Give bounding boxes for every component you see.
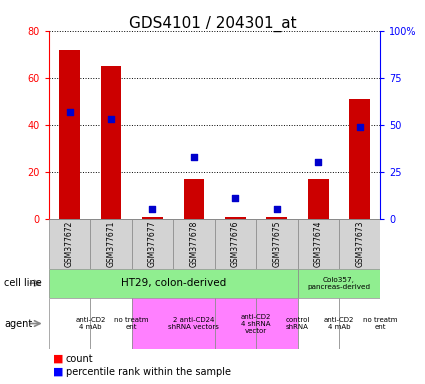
- Text: GSM377678: GSM377678: [190, 221, 198, 267]
- Bar: [339, 298, 380, 349]
- Bar: [49, 219, 90, 269]
- Text: GDS4101 / 204301_at: GDS4101 / 204301_at: [129, 15, 296, 31]
- Bar: [215, 219, 256, 269]
- Bar: [215, 298, 256, 349]
- Bar: [298, 219, 339, 269]
- Text: HT29, colon-derived: HT29, colon-derived: [121, 278, 226, 288]
- Text: GSM377673: GSM377673: [355, 220, 364, 267]
- Text: ■: ■: [53, 354, 64, 364]
- Text: no treatm
ent: no treatm ent: [114, 317, 149, 330]
- Bar: [266, 217, 287, 219]
- Bar: [308, 179, 329, 219]
- Bar: [184, 179, 204, 219]
- Bar: [256, 219, 298, 269]
- Bar: [349, 99, 370, 219]
- Text: anti-CD2
4 mAb: anti-CD2 4 mAb: [75, 317, 105, 330]
- Text: GSM377677: GSM377677: [148, 220, 157, 267]
- Bar: [49, 269, 298, 298]
- Text: Colo357,
pancreas-derived: Colo357, pancreas-derived: [307, 277, 371, 290]
- Bar: [142, 217, 163, 219]
- Text: count: count: [66, 354, 94, 364]
- Bar: [101, 66, 122, 219]
- Bar: [339, 219, 380, 269]
- Text: cell line: cell line: [4, 278, 42, 288]
- Text: GSM377672: GSM377672: [65, 221, 74, 267]
- Bar: [298, 269, 380, 298]
- Bar: [173, 219, 215, 269]
- Point: [315, 159, 322, 166]
- Bar: [298, 298, 339, 349]
- Bar: [59, 50, 80, 219]
- Text: GSM377675: GSM377675: [272, 220, 281, 267]
- Text: anti-CD2
4 mAb: anti-CD2 4 mAb: [324, 317, 354, 330]
- Text: no treatm
ent: no treatm ent: [363, 317, 398, 330]
- Bar: [225, 217, 246, 219]
- Point: [108, 116, 114, 122]
- Point: [190, 154, 197, 160]
- Text: anti-CD2
4 shRNA
vector: anti-CD2 4 shRNA vector: [241, 313, 271, 334]
- Bar: [90, 219, 132, 269]
- Point: [149, 207, 156, 213]
- Text: agent: agent: [4, 318, 32, 329]
- Point: [356, 124, 363, 130]
- Text: ■: ■: [53, 367, 64, 377]
- Bar: [132, 219, 173, 269]
- Text: percentile rank within the sample: percentile rank within the sample: [66, 367, 231, 377]
- Point: [66, 109, 73, 115]
- Bar: [49, 298, 90, 349]
- Bar: [132, 298, 215, 349]
- Point: [232, 195, 239, 201]
- Text: 2 anti-CD24
shRNA vectors: 2 anti-CD24 shRNA vectors: [168, 317, 219, 330]
- Text: GSM377676: GSM377676: [231, 220, 240, 267]
- Bar: [256, 298, 298, 349]
- Bar: [90, 298, 132, 349]
- Text: GSM377674: GSM377674: [314, 220, 323, 267]
- Point: [273, 207, 280, 213]
- Text: control
shRNA: control shRNA: [285, 317, 310, 330]
- Text: GSM377671: GSM377671: [107, 221, 116, 267]
